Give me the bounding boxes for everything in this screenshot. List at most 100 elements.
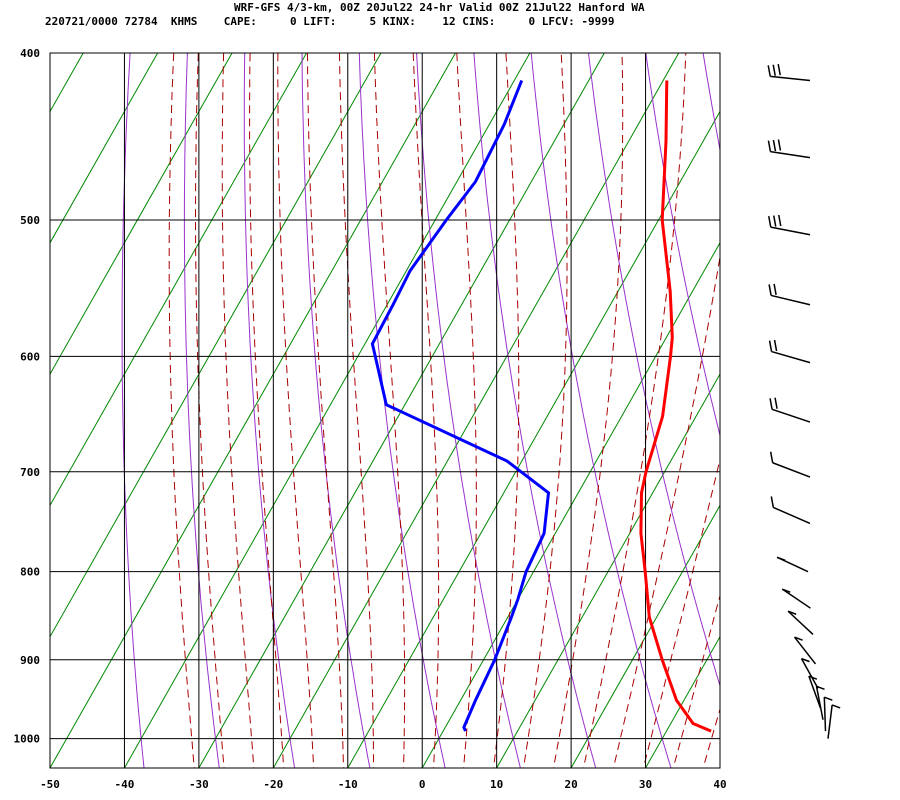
- wind-barb-feather: [769, 398, 773, 410]
- wind-barb-staff: [793, 636, 817, 665]
- pressure-tick-label: 500: [20, 214, 40, 227]
- wind-barb: [793, 636, 817, 665]
- moist-adiabat-line: [373, 53, 406, 768]
- isotherm-line: [570, 504, 720, 768]
- dry-adiabat-line: [588, 53, 720, 688]
- wind-barb-feather: [782, 588, 791, 593]
- moist-adiabat-line: [672, 593, 720, 768]
- wind-barb-feather: [776, 556, 786, 562]
- moist-adiabat-line: [612, 253, 720, 768]
- dry-adiabat-line: [243, 53, 296, 768]
- moist-adiabat-line: [522, 53, 568, 768]
- wind-barb-feather: [773, 339, 778, 352]
- isotherm-line: [0, 53, 9, 768]
- wind-barb: [768, 283, 811, 306]
- dry-adiabat-line: [473, 53, 597, 768]
- wind-barb-staff: [815, 686, 824, 720]
- wind-barb: [815, 685, 825, 720]
- wind-barb-staff: [781, 588, 811, 609]
- temperature-profile-line: [639, 80, 712, 733]
- dry-adiabat-line: [645, 53, 720, 438]
- isotherm-line: [645, 635, 720, 768]
- wind-barb-staff: [787, 610, 814, 635]
- wind-barb-feather: [768, 284, 772, 296]
- wind-barb: [767, 64, 811, 82]
- dry-adiabat-line: [416, 53, 521, 768]
- isotherm-line: [50, 53, 307, 507]
- wind-barb: [767, 214, 811, 236]
- wind-barb: [769, 397, 811, 423]
- isotherm-line: [794, 53, 900, 768]
- wind-barb-feather: [794, 636, 803, 641]
- pressure-tick-label: 600: [20, 350, 40, 363]
- wind-barb-feather: [772, 139, 777, 152]
- wind-barb-staff: [770, 294, 811, 306]
- wind-barb-feather: [801, 657, 810, 663]
- moist-adiabat-line: [582, 53, 687, 768]
- dry-adiabat-line: [530, 53, 672, 768]
- wind-barb-feather: [777, 64, 781, 76]
- wind-barb: [768, 339, 811, 364]
- wind-barb-feather: [777, 139, 782, 151]
- wind-barb-staff: [827, 704, 833, 739]
- wind-barb-feather: [787, 610, 797, 615]
- dry-adiabat-line: [702, 53, 720, 153]
- dewpoint-profile-line: [370, 79, 551, 732]
- dry-adiabat-line: [760, 53, 900, 768]
- wind-barb: [767, 139, 811, 159]
- wind-barb-feather: [816, 685, 825, 691]
- isotherm-line: [272, 53, 680, 768]
- dry-adiabat-line: [358, 53, 446, 768]
- moist-adiabat-line: [168, 53, 195, 768]
- dry-adiabat-line: [875, 53, 900, 768]
- moist-adiabat-line: [195, 53, 225, 768]
- wind-barb: [823, 696, 833, 732]
- wind-barb-staff: [770, 75, 811, 82]
- x-tick-labels: -50 -40 -30 -20 -10 0 10 20 30 40: [40, 778, 727, 791]
- wind-barb-feather: [831, 704, 841, 709]
- dry-adiabat-line: [301, 53, 371, 768]
- isotherm-line: [869, 53, 900, 768]
- moist-adiabat-line: [412, 53, 440, 768]
- temperature-tick-label: 0: [419, 778, 426, 791]
- wind-barb: [770, 496, 811, 525]
- temperature-tick-label: 30: [639, 778, 652, 791]
- moist-adiabat-line: [552, 53, 624, 768]
- moist-adiabat-line: [339, 53, 374, 768]
- wind-barb: [776, 556, 809, 573]
- wind-barb: [787, 610, 814, 635]
- chart-title: WRF-GFS 4/3-km, 00Z 20Jul22 24-hr Valid …: [234, 1, 645, 14]
- isotherm-line: [50, 53, 456, 768]
- temperature-tick-label: -40: [115, 778, 135, 791]
- moist-adiabat-line: [456, 53, 477, 768]
- moist-adiabat-line: [307, 53, 345, 768]
- temperature-tick-label: -50: [40, 778, 60, 791]
- wind-barb-staff: [770, 226, 811, 236]
- pressure-tick-label: 1000: [14, 733, 41, 746]
- isotherm-line: [50, 53, 159, 244]
- wind-barb-feather: [770, 496, 775, 508]
- moist-adiabat-line: [249, 53, 285, 768]
- wind-barbs: [767, 64, 841, 739]
- isotherm-line: [496, 373, 720, 768]
- pressure-tick-label: 700: [20, 466, 40, 479]
- isotherm-line: [719, 766, 720, 768]
- wind-barb: [769, 451, 811, 478]
- background-lines: [0, 53, 900, 768]
- wind-barb-feather: [808, 675, 818, 680]
- isotherm-line: [50, 53, 84, 113]
- wind-barb-feather: [767, 65, 771, 77]
- wind-barb-staff: [773, 506, 811, 525]
- isotherm-line: [50, 53, 233, 376]
- pressure-tick-label: 900: [20, 654, 40, 667]
- wind-barb-feather: [769, 451, 774, 463]
- isotherm-line: [124, 53, 531, 768]
- wind-barb-feather: [768, 340, 773, 352]
- temperature-tick-label: 20: [564, 778, 577, 791]
- pressure-tick-label: 400: [20, 47, 40, 60]
- moist-adiabat-line: [221, 53, 255, 768]
- wind-barb-staff: [771, 408, 811, 423]
- isotherm-line: [347, 110, 720, 768]
- wind-barb-feather: [824, 696, 833, 701]
